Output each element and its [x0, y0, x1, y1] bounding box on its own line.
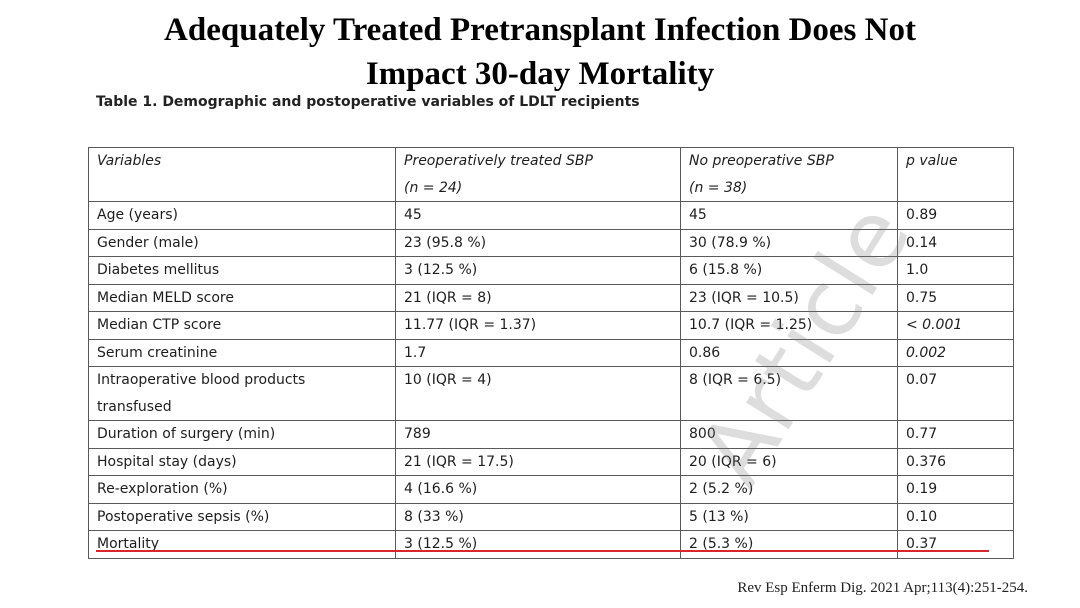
table-row: Postoperative sepsis (%) 8 (33 %) 5 (13 …: [88, 502, 1014, 531]
cell-variable: Mortality: [88, 530, 396, 559]
cell-none: 8 (IQR = 6.5): [680, 366, 898, 421]
variables-table: Variables Preoperatively treated SBP (n …: [88, 147, 1014, 559]
header-no-sbp: No preoperative SBP (n = 38): [680, 147, 898, 202]
table-row: Age (years) 45 45 0.89: [88, 201, 1014, 230]
table-header-row: Variables Preoperatively treated SBP (n …: [88, 147, 1014, 202]
header-treated-sbp-n: (n = 24): [404, 179, 463, 196]
cell-treated: 45: [395, 201, 681, 230]
cell-variable-line1: Intraoperative blood products: [97, 372, 306, 388]
cell-variable: Duration of surgery (min): [88, 420, 396, 449]
slide-title: Adequately Treated Pretransplant Infecti…: [0, 8, 1080, 96]
cell-none: 800: [680, 420, 898, 449]
cell-none: 5 (13 %): [680, 502, 898, 531]
cell-variable: Age (years): [88, 201, 396, 230]
cell-p-value: 0.14: [897, 228, 1014, 257]
cell-p-value: 0.376: [897, 447, 1014, 476]
citation: Rev Esp Enferm Dig. 2021 Apr;113(4):251-…: [737, 580, 1028, 596]
header-p-value: p value: [897, 147, 1014, 202]
cell-treated: 11.77 (IQR = 1.37): [395, 311, 681, 340]
table-caption: Table 1. Demographic and postoperative v…: [96, 94, 640, 110]
header-variables: Variables: [88, 147, 396, 202]
cell-variable: Postoperative sepsis (%): [88, 502, 396, 531]
cell-treated: 21 (IQR = 8): [395, 283, 681, 312]
cell-none: 6 (15.8 %): [680, 256, 898, 285]
cell-p-value: 0.07: [897, 366, 1014, 421]
cell-none: 10.7 (IQR = 1.25): [680, 311, 898, 340]
header-treated-sbp-label: Preoperatively treated SBP: [404, 153, 593, 169]
slide-title-line2: Impact 30-day Mortality: [365, 56, 715, 92]
table-row: Serum creatinine 1.7 0.86 0.002: [88, 338, 1014, 367]
cell-variable: Median MELD score: [88, 283, 396, 312]
cell-p-value: 0.002: [897, 338, 1014, 367]
cell-none: 23 (IQR = 10.5): [680, 283, 898, 312]
cell-p-value: 0.10: [897, 502, 1014, 531]
table-row: Intraoperative blood products transfused…: [88, 366, 1014, 421]
header-treated-sbp: Preoperatively treated SBP (n = 24): [395, 147, 681, 202]
cell-p-value: 0.37: [897, 530, 1014, 559]
slide-title-line1: Adequately Treated Pretransplant Infecti…: [164, 12, 916, 48]
cell-variable: Diabetes mellitus: [88, 256, 396, 285]
cell-variable: Median CTP score: [88, 311, 396, 340]
header-no-sbp-label: No preoperative SBP: [689, 153, 834, 169]
cell-p-value: 0.77: [897, 420, 1014, 449]
cell-p-value: < 0.001: [897, 311, 1014, 340]
table-row: Gender (male) 23 (95.8 %) 30 (78.9 %) 0.…: [88, 228, 1014, 257]
header-no-sbp-n: (n = 38): [689, 179, 748, 196]
cell-variable: Gender (male): [88, 228, 396, 257]
table-row: Median MELD score 21 (IQR = 8) 23 (IQR =…: [88, 283, 1014, 312]
table-row: Re-exploration (%) 4 (16.6 %) 2 (5.2 %) …: [88, 475, 1014, 504]
table-row: Median CTP score 11.77 (IQR = 1.37) 10.7…: [88, 311, 1014, 340]
cell-treated: 8 (33 %): [395, 502, 681, 531]
cell-none: 2 (5.3 %): [680, 530, 898, 559]
cell-variable: Intraoperative blood products transfused: [88, 366, 396, 421]
cell-treated: 1.7: [395, 338, 681, 367]
cell-p-value: 1.0: [897, 256, 1014, 285]
cell-treated: 4 (16.6 %): [395, 475, 681, 504]
cell-p-value: 0.19: [897, 475, 1014, 504]
table-row: Hospital stay (days) 21 (IQR = 17.5) 20 …: [88, 447, 1014, 476]
cell-none: 45: [680, 201, 898, 230]
cell-none: 2 (5.2 %): [680, 475, 898, 504]
cell-treated: 789: [395, 420, 681, 449]
cell-treated: 10 (IQR = 4): [395, 366, 681, 421]
cell-treated: 21 (IQR = 17.5): [395, 447, 681, 476]
cell-treated: 3 (12.5 %): [395, 256, 681, 285]
table-row: Mortality 3 (12.5 %) 2 (5.3 %) 0.37: [88, 530, 1014, 559]
cell-variable-line2: transfused: [97, 398, 172, 415]
table-row: Duration of surgery (min) 789 800 0.77: [88, 420, 1014, 449]
cell-variable: Re-exploration (%): [88, 475, 396, 504]
cell-treated: 23 (95.8 %): [395, 228, 681, 257]
cell-p-value: 0.89: [897, 201, 1014, 230]
cell-p-value: 0.75: [897, 283, 1014, 312]
cell-treated: 3 (12.5 %): [395, 530, 681, 559]
cell-variable: Serum creatinine: [88, 338, 396, 367]
cell-variable: Hospital stay (days): [88, 447, 396, 476]
table-row: Diabetes mellitus 3 (12.5 %) 6 (15.8 %) …: [88, 256, 1014, 285]
cell-none: 0.86: [680, 338, 898, 367]
cell-none: 30 (78.9 %): [680, 228, 898, 257]
red-underline: [96, 550, 989, 552]
cell-none: 20 (IQR = 6): [680, 447, 898, 476]
